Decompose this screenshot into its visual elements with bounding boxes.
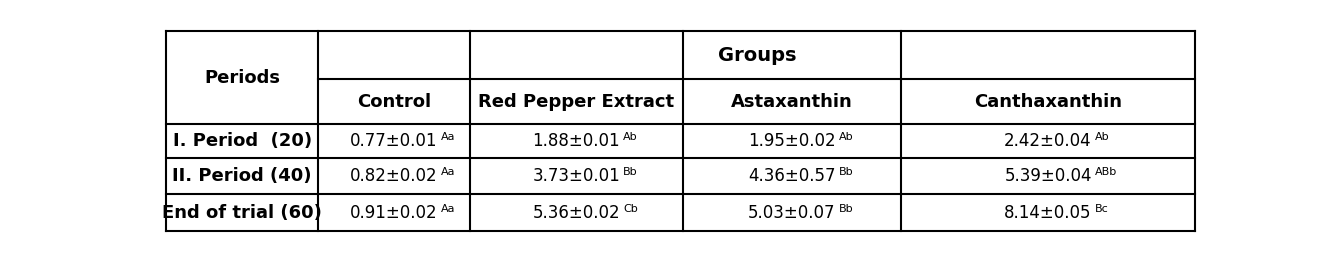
Text: End of trial (60): End of trial (60) <box>162 204 323 222</box>
Text: 8.14±0.05: 8.14±0.05 <box>1004 204 1092 222</box>
Text: 0.77±0.01: 0.77±0.01 <box>351 132 438 150</box>
Text: Aa: Aa <box>441 204 456 214</box>
Text: Cb: Cb <box>623 204 637 214</box>
Text: Ab: Ab <box>1094 132 1110 142</box>
Text: I. Period  (20): I. Period (20) <box>173 132 312 150</box>
Text: Bb: Bb <box>623 167 637 177</box>
Text: 2.42±0.04: 2.42±0.04 <box>1004 132 1092 150</box>
Text: 5.03±0.07: 5.03±0.07 <box>748 204 835 222</box>
Text: II. Period (40): II. Period (40) <box>173 167 312 185</box>
Text: Groups: Groups <box>717 46 795 65</box>
Text: Canthaxanthin: Canthaxanthin <box>973 93 1122 111</box>
Text: 1.95±0.02: 1.95±0.02 <box>748 132 835 150</box>
Text: Bc: Bc <box>1094 204 1109 214</box>
Text: Ab: Ab <box>839 132 854 142</box>
Text: 1.88±0.01: 1.88±0.01 <box>533 132 620 150</box>
Text: Bb: Bb <box>838 167 853 177</box>
Text: Red Pepper Extract: Red Pepper Extract <box>478 93 675 111</box>
Text: Periods: Periods <box>205 69 280 87</box>
Text: 0.91±0.02: 0.91±0.02 <box>351 204 438 222</box>
Text: 0.82±0.02: 0.82±0.02 <box>351 167 438 185</box>
Text: ABb: ABb <box>1094 167 1117 177</box>
Text: 5.36±0.02: 5.36±0.02 <box>533 204 620 222</box>
Text: Control: Control <box>357 93 432 111</box>
Text: Ab: Ab <box>623 132 637 142</box>
Text: 4.36±0.57: 4.36±0.57 <box>748 167 835 185</box>
Text: 3.73±0.01: 3.73±0.01 <box>533 167 620 185</box>
Text: 5.39±0.04: 5.39±0.04 <box>1004 167 1092 185</box>
Text: Bb: Bb <box>838 204 853 214</box>
Text: Astaxanthin: Astaxanthin <box>730 93 853 111</box>
Text: Aa: Aa <box>441 132 456 142</box>
Text: Aa: Aa <box>441 167 456 177</box>
